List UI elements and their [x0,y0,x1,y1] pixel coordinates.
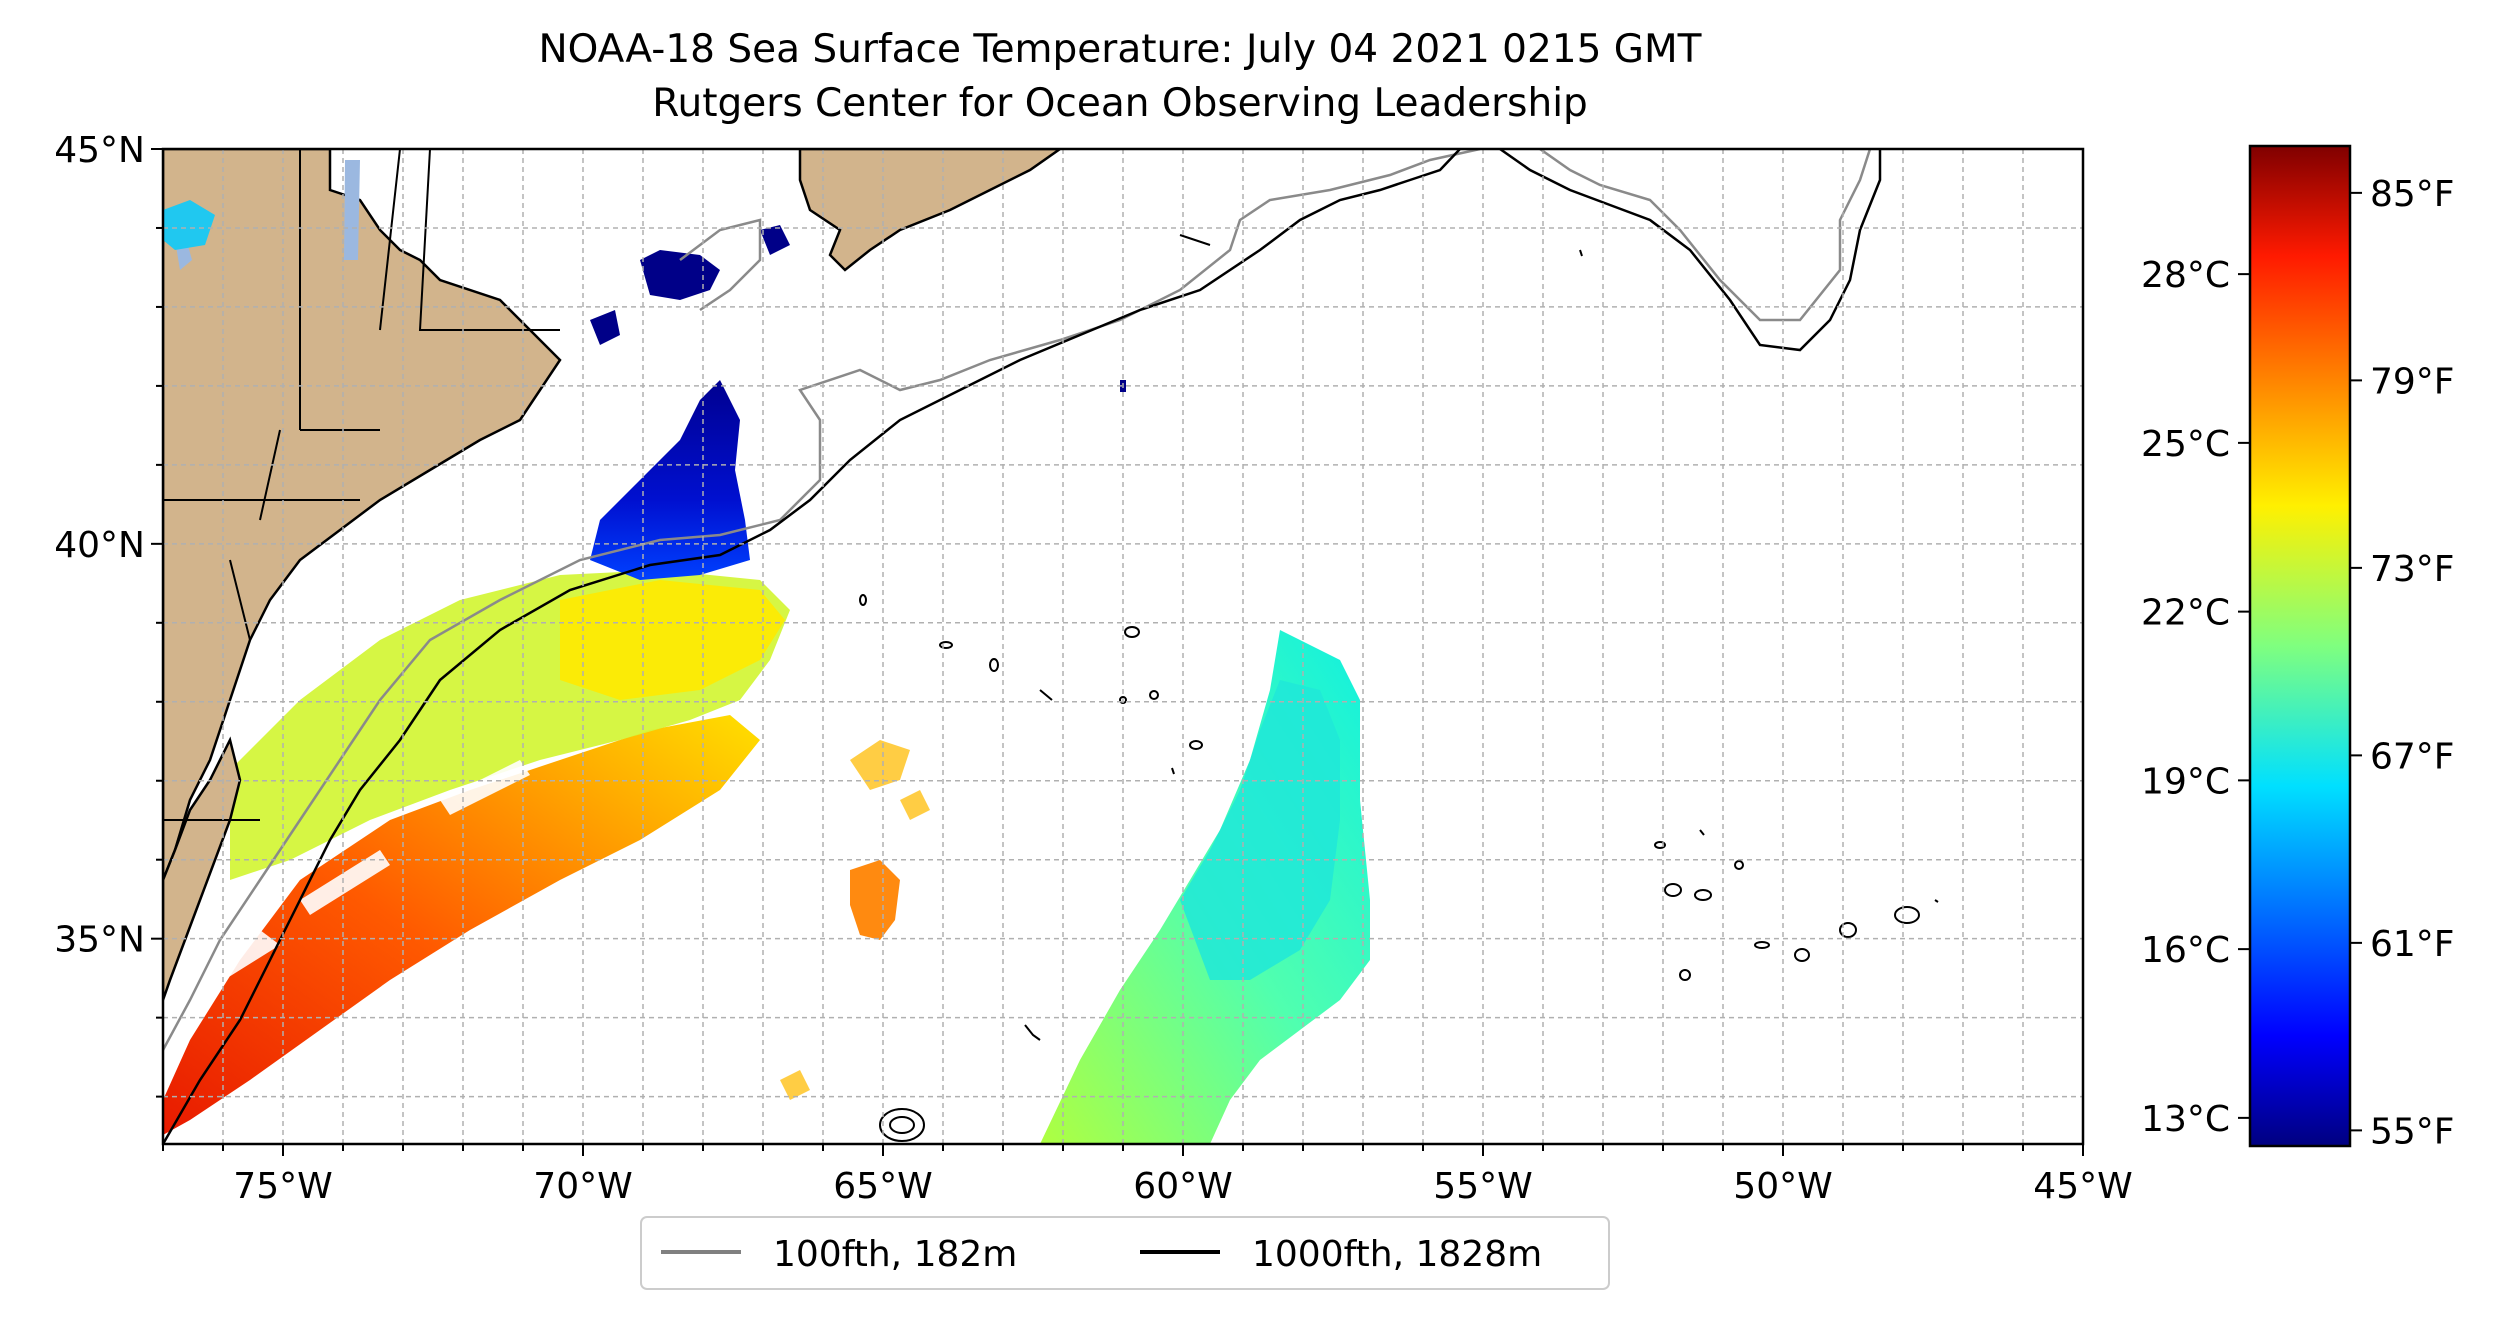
lat-tick-label: 40°N [54,525,145,566]
lon-tick-label: 55°W [1433,1166,1532,1207]
colorbar-c-label: 28°C [2141,255,2230,296]
colorbar-c-label: 25°C [2141,424,2230,465]
sst-orange-eddy [850,860,900,940]
colorbar-c-label: 22°C [2141,593,2230,634]
colorbar-gradient [2250,146,2350,1146]
lat-tick-label: 45°N [54,130,145,171]
colorbar-f-label: 73°F [2370,549,2455,590]
land-nova-scotia [798,149,1063,272]
legend-label-100fth: 100fth, 182m [773,1234,1017,1275]
map-axis-ticks: 75°W 70°W 65°W 60°W 55°W 50°W 45°W 45°N 40°N 35°N [54,130,2132,1207]
legend: 100fth, 182m 1000fth, 1828m [640,1216,1610,1290]
plot-subtitle: Rutgers Center for Ocean Observing Leade… [652,81,1588,126]
legend-label-1000fth: 1000fth, 1828m [1252,1234,1542,1275]
seamount-contours [858,234,1939,1142]
colorbar-ticks: 55°F 61°F 67°F 73°F 79°F 85°F 13°C 16°C 19°C 22°C… [2141,174,2454,1153]
colorbar-f-label: 61°F [2370,924,2455,965]
colorbar-f-label: 79°F [2370,361,2455,402]
colorbar-f-label: 55°F [2370,1111,2455,1152]
lat-tick-label: 35°N [54,920,145,961]
sst-cyan-core [1180,680,1340,980]
map-content [163,149,2083,1144]
sst-cold-water-patch [590,380,750,580]
colorbar-c-label: 16°C [2141,930,2230,971]
lake-ontario-edge [163,200,215,250]
colorbar-c-label: 19°C [2141,761,2230,802]
lon-tick-label: 45°W [2033,1166,2132,1207]
lon-tick-label: 70°W [533,1166,632,1207]
lon-tick-label: 50°W [1733,1166,1832,1207]
gridlines [163,149,2083,1144]
plot-title: NOAA-18 Sea Surface Temperature: July 04… [538,27,1702,72]
sst-yellow-front [560,580,785,700]
lon-tick-label: 60°W [1133,1166,1232,1207]
colorbar-f-label: 85°F [2370,174,2455,215]
lon-tick-label: 65°W [833,1166,932,1207]
colorbar-f-label: 67°F [2370,736,2455,777]
land-us-east-coast [163,149,562,881]
sst-white-cloud-streaks [180,760,530,995]
colorbar-c-label: 13°C [2141,1099,2230,1140]
legend-box [640,1216,1610,1290]
sst-warm-gulfstream-swath [163,715,760,1135]
colorbar-frame [2248,144,2352,1148]
lon-tick-label: 75°W [233,1166,332,1207]
state-borders [163,149,560,821]
